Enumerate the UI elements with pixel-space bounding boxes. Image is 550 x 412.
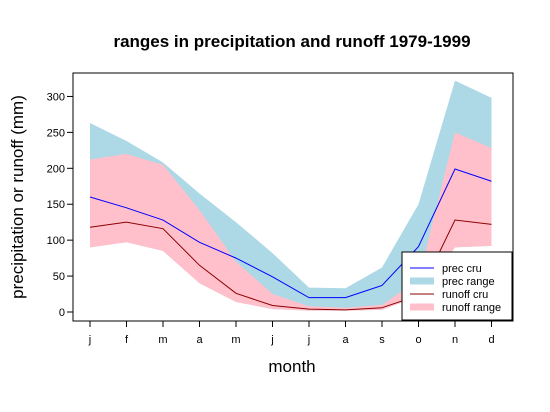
chart-title: ranges in precipitation and runoff 1979-…: [113, 32, 470, 51]
y-tick-label: 100: [47, 235, 65, 247]
legend-label: prec range: [442, 276, 495, 288]
x-tick-label: a: [342, 334, 349, 346]
legend-label: runoff range: [442, 302, 501, 314]
x-tick-label: j: [270, 334, 273, 346]
x-tick-label: d: [488, 334, 494, 346]
y-tick-label: 150: [47, 199, 65, 211]
y-tick-label: 0: [59, 307, 65, 319]
x-tick-label: o: [415, 334, 421, 346]
legend-label: prec cru: [442, 263, 482, 275]
line-prec-cru: [89, 168, 492, 299]
x-tick-label: a: [196, 334, 203, 346]
y-tick-label: 250: [47, 127, 65, 139]
x-tick-label: s: [379, 334, 385, 346]
y-tick-label: 300: [47, 91, 65, 103]
y-axis-label: precipitation or runoff (mm): [8, 95, 27, 299]
x-tick-label: n: [452, 334, 458, 346]
x-axis-label: month: [268, 357, 315, 376]
y-tick-label: 200: [47, 163, 65, 175]
legend-label: runoff cru: [442, 289, 488, 301]
x-tick-label: j: [88, 334, 91, 346]
x-tick-label: m: [158, 334, 167, 346]
x-tick-label: f: [125, 334, 129, 346]
plot-frame: [72, 72, 514, 322]
band-layer: [90, 80, 492, 311]
y-tick-label: 50: [53, 271, 65, 283]
y-axis: 0 50 100 150 200 250 300: [47, 91, 73, 319]
x-tick-label: m: [231, 334, 240, 346]
x-tick-label: j: [307, 334, 310, 346]
band-runoff-range: [90, 132, 492, 311]
